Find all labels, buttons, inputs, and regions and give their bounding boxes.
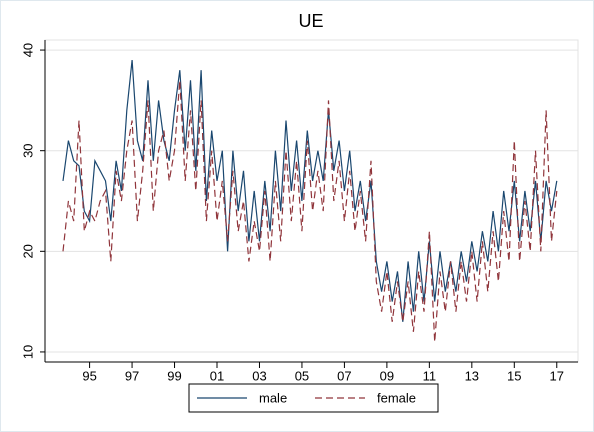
x-tick-label: 01 bbox=[210, 368, 224, 383]
x-tick-label: 03 bbox=[252, 368, 266, 383]
line-male bbox=[62, 60, 558, 322]
x-tick-label: 07 bbox=[337, 368, 351, 383]
y-tick-label: 40 bbox=[20, 43, 35, 57]
x-tick-label: 99 bbox=[167, 368, 181, 383]
x-tick-label: 05 bbox=[295, 368, 309, 383]
x-tick-label: 17 bbox=[550, 368, 564, 383]
y-tick-label: 30 bbox=[20, 143, 35, 157]
y-tick-label: 20 bbox=[20, 244, 35, 258]
x-tick-label: 97 bbox=[125, 368, 139, 383]
line-female bbox=[62, 80, 558, 342]
x-tick-label: 13 bbox=[465, 368, 479, 383]
y-tick-label: 10 bbox=[20, 345, 35, 359]
x-tick-label: 09 bbox=[380, 368, 394, 383]
x-tick-label: 95 bbox=[82, 368, 96, 383]
x-tick-label: 11 bbox=[423, 368, 437, 383]
plot-area bbox=[44, 39, 579, 363]
legend-label: female bbox=[377, 390, 416, 405]
legend-label: male bbox=[259, 390, 287, 405]
chart-title: UE bbox=[298, 11, 323, 31]
x-tick-label: 15 bbox=[507, 368, 521, 383]
